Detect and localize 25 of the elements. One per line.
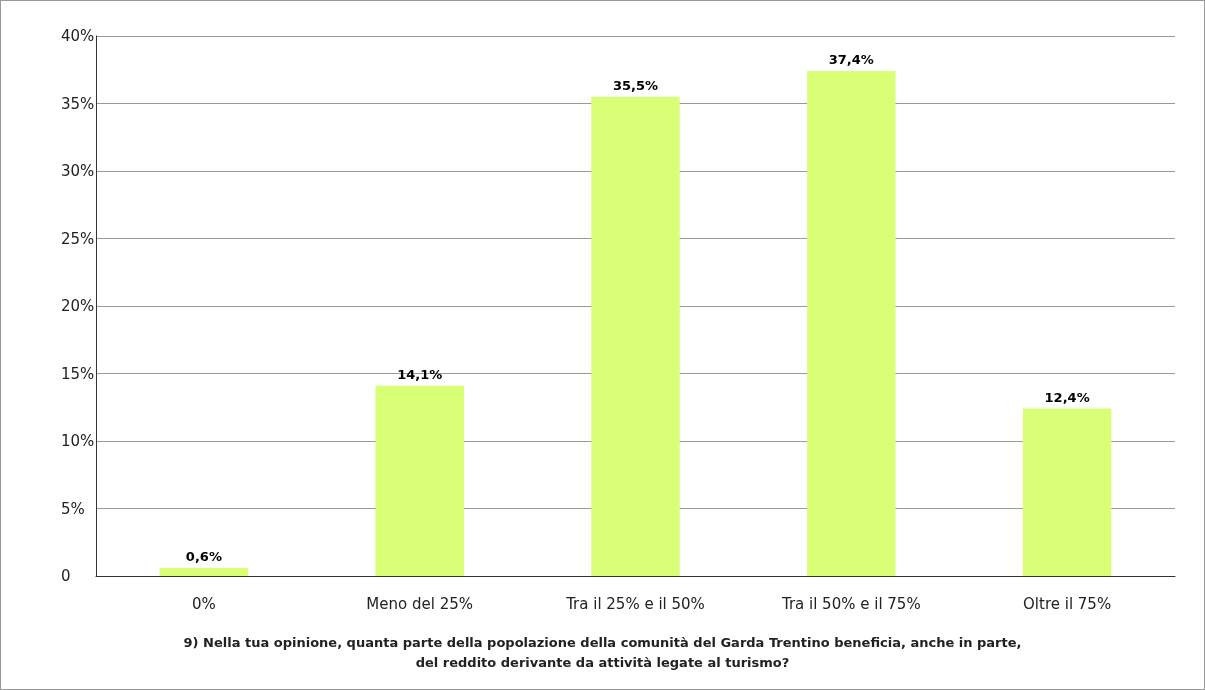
data-label: 14,1%: [397, 366, 443, 382]
bar: [591, 96, 680, 576]
y-tick-label: 10%: [61, 432, 95, 450]
x-tick-label: Meno del 25%: [366, 594, 474, 613]
y-tick-label: 5%: [61, 499, 85, 518]
data-label: 12,4%: [1044, 389, 1090, 405]
y-tick-label: 35%: [61, 94, 95, 113]
y-tick-label: 20%: [61, 297, 95, 315]
y-tick-label: 15%: [61, 364, 95, 383]
y-tick-label: 40%: [61, 27, 95, 45]
bar: [1022, 408, 1112, 576]
x-tick-label: Oltre il 75%: [1023, 594, 1112, 613]
data-label: 0,6%: [185, 548, 222, 564]
x-tick-label: Tra il 50% e il 75%: [780, 594, 921, 613]
bar: [807, 71, 896, 576]
y-tick-label: 25%: [61, 229, 95, 248]
data-label: 35,5%: [612, 77, 659, 93]
y-tick-label: 30%: [61, 162, 95, 180]
bar: [375, 385, 464, 576]
x-tick-label: 0%: [192, 594, 216, 613]
bar: [159, 567, 249, 576]
text: 9) Nella tua opinione, quanta parte della popolazione della comunità del Garda Trentino beneficia, anche in parte, del reddito derivante da attività legate al turismo?: [183, 634, 1022, 670]
data-label: 37,4%: [828, 52, 874, 68]
y-tick-label: 0: [61, 567, 71, 585]
x-tick-label: Tra il 25% e il 50%: [565, 594, 705, 613]
